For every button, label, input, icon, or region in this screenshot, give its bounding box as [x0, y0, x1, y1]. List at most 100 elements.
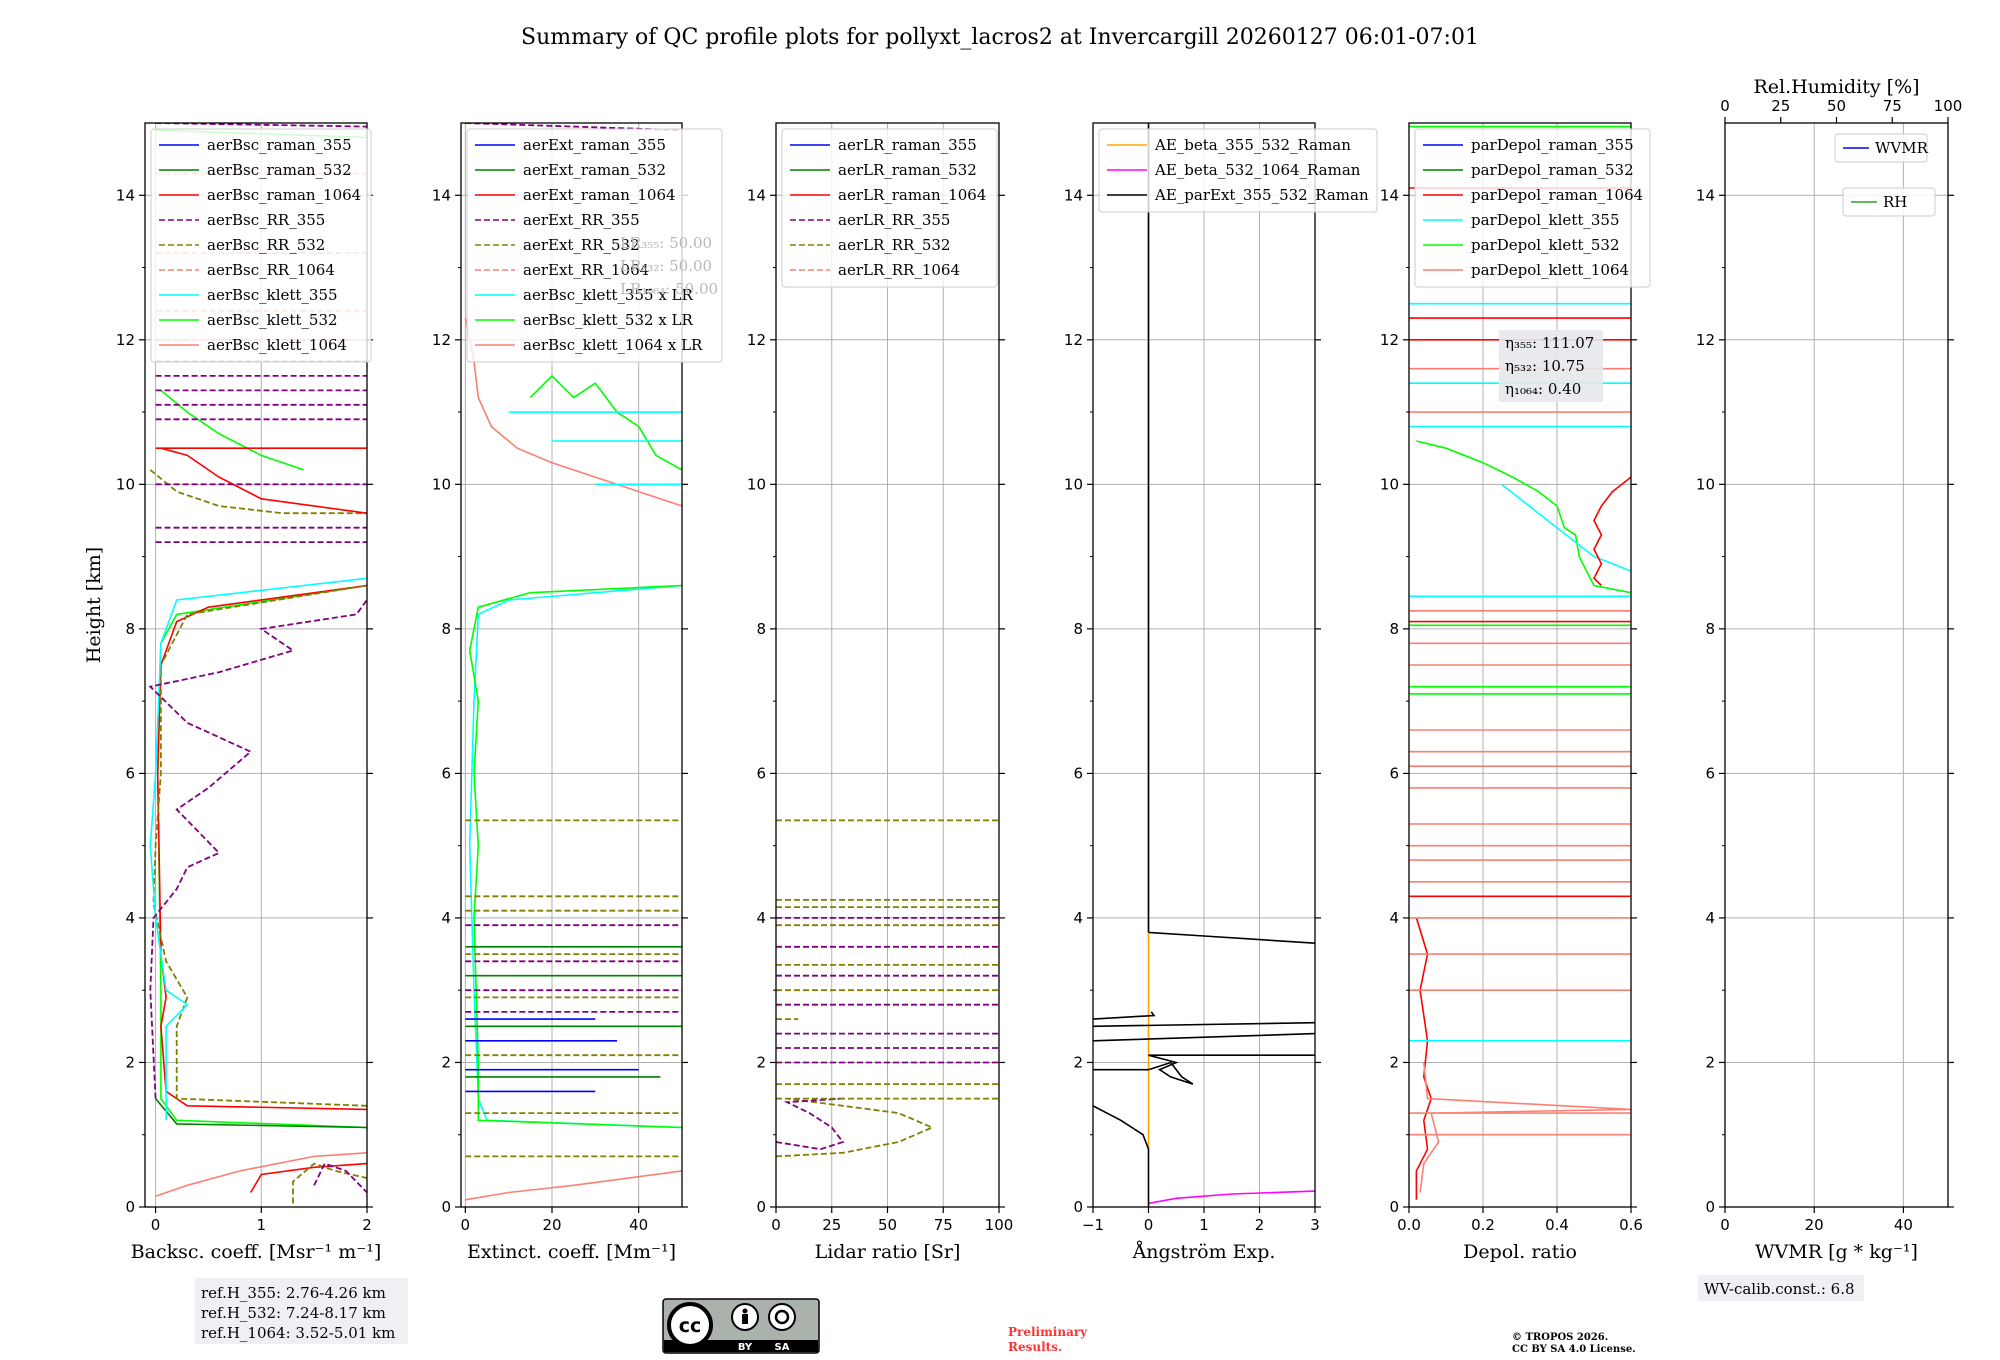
y-axis-label: Height [km]	[83, 547, 105, 663]
y-tick-label: 14	[1064, 186, 1083, 204]
y-tick-label: 14	[1380, 186, 1399, 204]
series-line-aerBsc_RR_355	[313, 1162, 367, 1194]
y-tick-label: 4	[756, 909, 766, 927]
y-tick-label: 8	[1073, 620, 1083, 638]
series-line-aerBsc_RR_532	[292, 1162, 367, 1204]
annotation-box	[1499, 330, 1603, 402]
x-tick-label: 25	[822, 1216, 841, 1234]
annotation-text: LR₅₃₂: 50.00	[620, 257, 712, 275]
wv-calib-box: WV-calib.const.: 6.8	[1698, 1275, 1864, 1301]
axes-frame	[460, 122, 683, 1208]
legend-label: parDepol_klett_355	[1471, 211, 1620, 229]
y-tick-label: 0	[756, 1198, 766, 1216]
panel-lr: 0 25 50 75 100 0 2 4 6 8 10 12 14 Lidar ratio [Sr] aer…	[747, 122, 1013, 1263]
legend-box	[150, 128, 372, 363]
legend-label: aerBsc_klett_1064 x LR	[523, 336, 703, 354]
preliminary-line1: Preliminary	[1008, 1325, 1088, 1339]
refh-box-bg	[195, 1278, 408, 1344]
sa-label: SA	[775, 1342, 790, 1353]
legend-label: aerExt_RR_1064	[523, 261, 649, 279]
x-axis-label: WVMR [g * kg⁻¹]	[1755, 1241, 1918, 1263]
preliminary-line2: Results.	[1008, 1340, 1062, 1354]
x-tick-label: −1	[1082, 1216, 1104, 1234]
x-tick-label: 75	[934, 1216, 953, 1234]
y-tick-label: 14	[1696, 186, 1715, 204]
y-tick-label: 8	[441, 620, 451, 638]
legend-label: parDepol_raman_1064	[1471, 186, 1643, 204]
legend-box	[781, 128, 998, 288]
y-tick-label: 0	[1389, 1198, 1399, 1216]
y-tick-label: 14	[747, 186, 766, 204]
series-line-parDepol_klett_1064	[1419, 1062, 1631, 1193]
series-group-ext	[464, 123, 682, 1201]
series-line-AE_parExt_355_532_Raman	[1093, 1105, 1150, 1207]
legend-label: WVMR	[1875, 139, 1929, 157]
y-tick-label: 8	[756, 620, 766, 638]
x-tick-label: 40	[1894, 1216, 1913, 1234]
legend-label: aerLR_RR_532	[838, 236, 950, 254]
y-tick-label: 6	[441, 764, 451, 782]
legend-label: aerBsc_klett_532	[207, 311, 338, 329]
y-tick-label: 0	[1073, 1198, 1083, 1216]
x-tick-label: 0.6	[1619, 1216, 1643, 1234]
series-line-aerBsc_klett_532	[156, 584, 367, 1129]
series-line-parDepol_klett_532	[1416, 440, 1631, 594]
panel-ext: 0 20 40 0 2 4 6 8 10 12 14 Extinct. coeff. [Mm⁻¹] ae…	[432, 122, 723, 1263]
legend-label: aerExt_raman_532	[523, 161, 666, 179]
series-line-AE_parExt_355_532_Raman	[1093, 1054, 1315, 1085]
y-tick-label: 2	[441, 1053, 451, 1071]
refh-1064-text: ref.H_1064: 3.52-5.01 km	[201, 1324, 395, 1342]
y-tick-label: 0	[1705, 1198, 1715, 1216]
x-tick-label: 50	[878, 1216, 897, 1234]
legend-label: aerBsc_klett_1064	[207, 336, 347, 354]
legend-label: parDepol_klett_532	[1471, 236, 1620, 254]
by-person-body	[742, 1314, 748, 1324]
y-tick-label: 6	[1073, 764, 1083, 782]
series-line-aerBsc_klett_1064	[155, 1152, 367, 1197]
legend-label: AE_beta_355_532_Raman	[1154, 136, 1351, 154]
x-tick-label: 0	[151, 1216, 161, 1234]
x-tick-label: 0	[461, 1216, 471, 1234]
sa-share-icon	[768, 1303, 796, 1331]
legend-label: AE_beta_532_1064_Raman	[1154, 161, 1361, 179]
series-line-aerBsc_RR_355	[148, 599, 367, 1099]
legend-label: parDepol_klett_1064	[1471, 261, 1629, 279]
legend-label: aerBsc_RR_532	[207, 236, 325, 254]
y-tick-label: 6	[1389, 764, 1399, 782]
y-tick-label: 12	[1696, 331, 1715, 349]
x-tick-label: 20	[542, 1216, 561, 1234]
copyright-line2: CC BY SA 4.0 License.	[1512, 1344, 1636, 1355]
legend-label: RH	[1883, 193, 1907, 211]
legend-label: aerLR_RR_355	[838, 211, 950, 229]
y-tick-label: 8	[1705, 620, 1715, 638]
series-line-aerBsc_RR_532	[149, 469, 367, 515]
y-tick-label: 2	[1073, 1053, 1083, 1071]
series-line-aerBsc_raman_1064	[160, 447, 367, 514]
annotation-text: η₁₀₆₄: 0.40	[1505, 380, 1581, 398]
y-tick-label: 12	[747, 331, 766, 349]
annotation-text: η₅₃₂: 10.75	[1505, 357, 1585, 375]
legend-label: parDepol_raman_355	[1471, 136, 1634, 154]
y-tick-label: 2	[125, 1053, 135, 1071]
by-label: BY	[738, 1342, 753, 1353]
legend-label: aerLR_raman_355	[838, 136, 977, 154]
y-tick-label: 8	[125, 620, 135, 638]
top-tick-label: 0	[1720, 97, 1730, 115]
legend-label: aerBsc_RR_1064	[207, 261, 335, 279]
x-tick-label: 2	[362, 1216, 372, 1234]
series-line-parDepol_klett_355	[1501, 483, 1631, 572]
series-line-parDepol_raman_1064	[1415, 917, 1433, 1200]
legend-label: aerBsc_klett_532 x LR	[523, 311, 694, 329]
y-tick-label: 4	[441, 909, 451, 927]
series-group-lr	[776, 819, 999, 1158]
y-tick-label: 14	[432, 186, 451, 204]
y-tick-label: 4	[1389, 909, 1399, 927]
series-line-aerBsc_RR_532	[152, 584, 367, 1107]
series-line-aerBsc_raman_532	[154, 1098, 367, 1129]
series-line-AE_parExt_355_532_Raman	[1148, 931, 1315, 944]
legend-label: aerBsc_klett_355	[207, 286, 338, 304]
series-line-aerBsc_klett_1064 x LR	[464, 317, 682, 507]
